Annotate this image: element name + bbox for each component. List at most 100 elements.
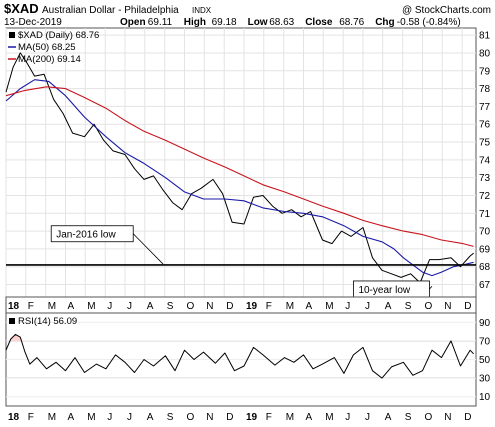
x-tick-label: 18 <box>8 412 20 423</box>
x-tick-label: 19 <box>246 412 258 423</box>
x-tick-label: N <box>444 301 451 312</box>
price-grid <box>5 28 476 297</box>
x-tick-label: J <box>365 412 370 423</box>
legend-label: MA(50) 68.25 <box>18 42 76 53</box>
x-tick-label: O <box>186 301 194 312</box>
x-tick-label: O <box>186 412 194 423</box>
x-tick-label: M <box>286 412 294 423</box>
annotation-label: Jan-2016 low <box>56 230 116 241</box>
x-tick-label: A <box>67 301 74 312</box>
rsi-legend-swatch <box>9 318 15 324</box>
x-tick-label: O <box>424 412 432 423</box>
x-tick-label: A <box>305 412 312 423</box>
x-tick-label: S <box>405 412 412 423</box>
series-line-ma-50 <box>5 79 474 277</box>
x-tick-label: S <box>167 412 174 423</box>
stockcharts-watermark: @ StockCharts.com <box>402 5 491 16</box>
legend-swatch <box>9 32 15 38</box>
x-tick-label: F <box>28 301 34 312</box>
rsi-y-tick-label: 90 <box>479 318 491 329</box>
x-tick-label: S <box>405 301 412 312</box>
x-tick-label: J <box>365 301 370 312</box>
x-axis-mid: 18 F M A M J J A S O N D 19 F M A M J J A S O N D <box>8 301 471 312</box>
price-panel-frame <box>5 27 477 298</box>
x-tick-label: J <box>107 412 112 423</box>
x-tick-label: M <box>48 412 56 423</box>
price-annotations: Jan-2016 low 10-year low <box>50 225 433 298</box>
quote-label-close: Close <box>305 17 333 28</box>
x-tick-label: J <box>127 412 132 423</box>
rsi-series <box>5 333 474 379</box>
rsi-y-axis: 10 30 50 70 90 <box>479 318 491 403</box>
quote-value-close: 68.76 <box>339 17 364 28</box>
price-y-tick-label: 71 <box>479 209 491 220</box>
x-tick-label: F <box>266 301 272 312</box>
quote-label-low: Low <box>248 17 268 28</box>
quote-date: 13-Dec-2019 <box>4 17 62 28</box>
price-y-tick-label: 76 <box>479 120 491 131</box>
quote-label-open: Open <box>120 17 146 28</box>
x-tick-label: F <box>28 412 34 423</box>
rsi-y-tick-label: 70 <box>479 336 491 347</box>
chart-exchange: INDX <box>192 6 212 15</box>
rsi-y-tick-label: 10 <box>479 392 491 403</box>
price-y-tick-label: 80 <box>479 48 491 59</box>
price-y-tick-label: 79 <box>479 66 491 77</box>
x-tick-label: D <box>226 412 233 423</box>
annotation-label: 10-year low <box>358 285 410 296</box>
quote-row: Open 69.11 High 69.18 Low 68.63 Close 68.76 Chg -… <box>120 17 461 28</box>
x-tick-label: S <box>167 301 174 312</box>
rsi-legend-label: RSI(14) 56.09 <box>18 316 77 327</box>
x-tick-label: D <box>226 301 233 312</box>
series-line-xad-daily <box>5 52 474 284</box>
x-tick-label: J <box>127 301 132 312</box>
x-tick-label: D <box>464 412 471 423</box>
x-tick-label: M <box>325 301 333 312</box>
x-tick-label: M <box>325 412 333 423</box>
x-tick-label: N <box>206 412 213 423</box>
price-y-tick-label: 69 <box>479 244 491 255</box>
quote-value-low: 68.63 <box>269 17 294 28</box>
series-line-ma-200 <box>5 86 474 247</box>
chart-name: Australian Dollar - Philadelphia <box>42 5 179 16</box>
price-series <box>5 52 474 284</box>
annotation-box <box>50 225 134 243</box>
price-y-tick-label: 75 <box>479 138 491 149</box>
x-tick-label: A <box>67 412 74 423</box>
quote-label-chg: Chg <box>375 17 394 28</box>
price-y-axis: 67 68 69 70 71 72 73 74 75 76 77 78 79 80 81 <box>479 31 491 291</box>
rsi-legend: RSI(14) 56.09 <box>9 316 77 327</box>
x-tick-label: 19 <box>246 301 258 312</box>
price-y-tick-label: 67 <box>479 280 491 291</box>
x-tick-label: F <box>266 412 272 423</box>
quote-label-high: High <box>184 17 206 28</box>
x-tick-label: O <box>424 301 432 312</box>
price-y-tick-label: 70 <box>479 227 491 238</box>
price-y-tick-label: 81 <box>479 31 491 42</box>
price-y-tick-label: 74 <box>479 155 491 166</box>
x-tick-label: N <box>206 301 213 312</box>
x-tick-label: J <box>107 301 112 312</box>
annotation-arrow <box>429 286 433 290</box>
quote-value-open: 69.11 <box>148 17 173 28</box>
x-tick-label: N <box>444 412 451 423</box>
price-y-tick-label: 77 <box>479 102 491 113</box>
x-tick-label: M <box>48 301 56 312</box>
price-y-tick-label: 78 <box>479 84 491 95</box>
quote-value-high: 69.18 <box>212 17 237 28</box>
x-tick-label: A <box>147 412 154 423</box>
quote-value-chg: -0.58 (-0.84%) <box>397 17 461 28</box>
x-tick-label: D <box>464 301 471 312</box>
x-tick-label: A <box>385 301 392 312</box>
x-axis-bottom: 18 F M A M J J A S O N D 19 F M A M J J A S O N D <box>8 412 471 423</box>
x-tick-label: M <box>87 301 95 312</box>
annotation-arrow <box>132 233 164 265</box>
rsi-overbought-fill <box>9 334 22 341</box>
x-tick-label: A <box>147 301 154 312</box>
x-tick-label: 18 <box>8 301 20 312</box>
price-y-tick-label: 73 <box>479 173 491 184</box>
legend-label: $XAD (Daily) 68.76 <box>18 30 99 41</box>
x-tick-label: J <box>345 412 350 423</box>
